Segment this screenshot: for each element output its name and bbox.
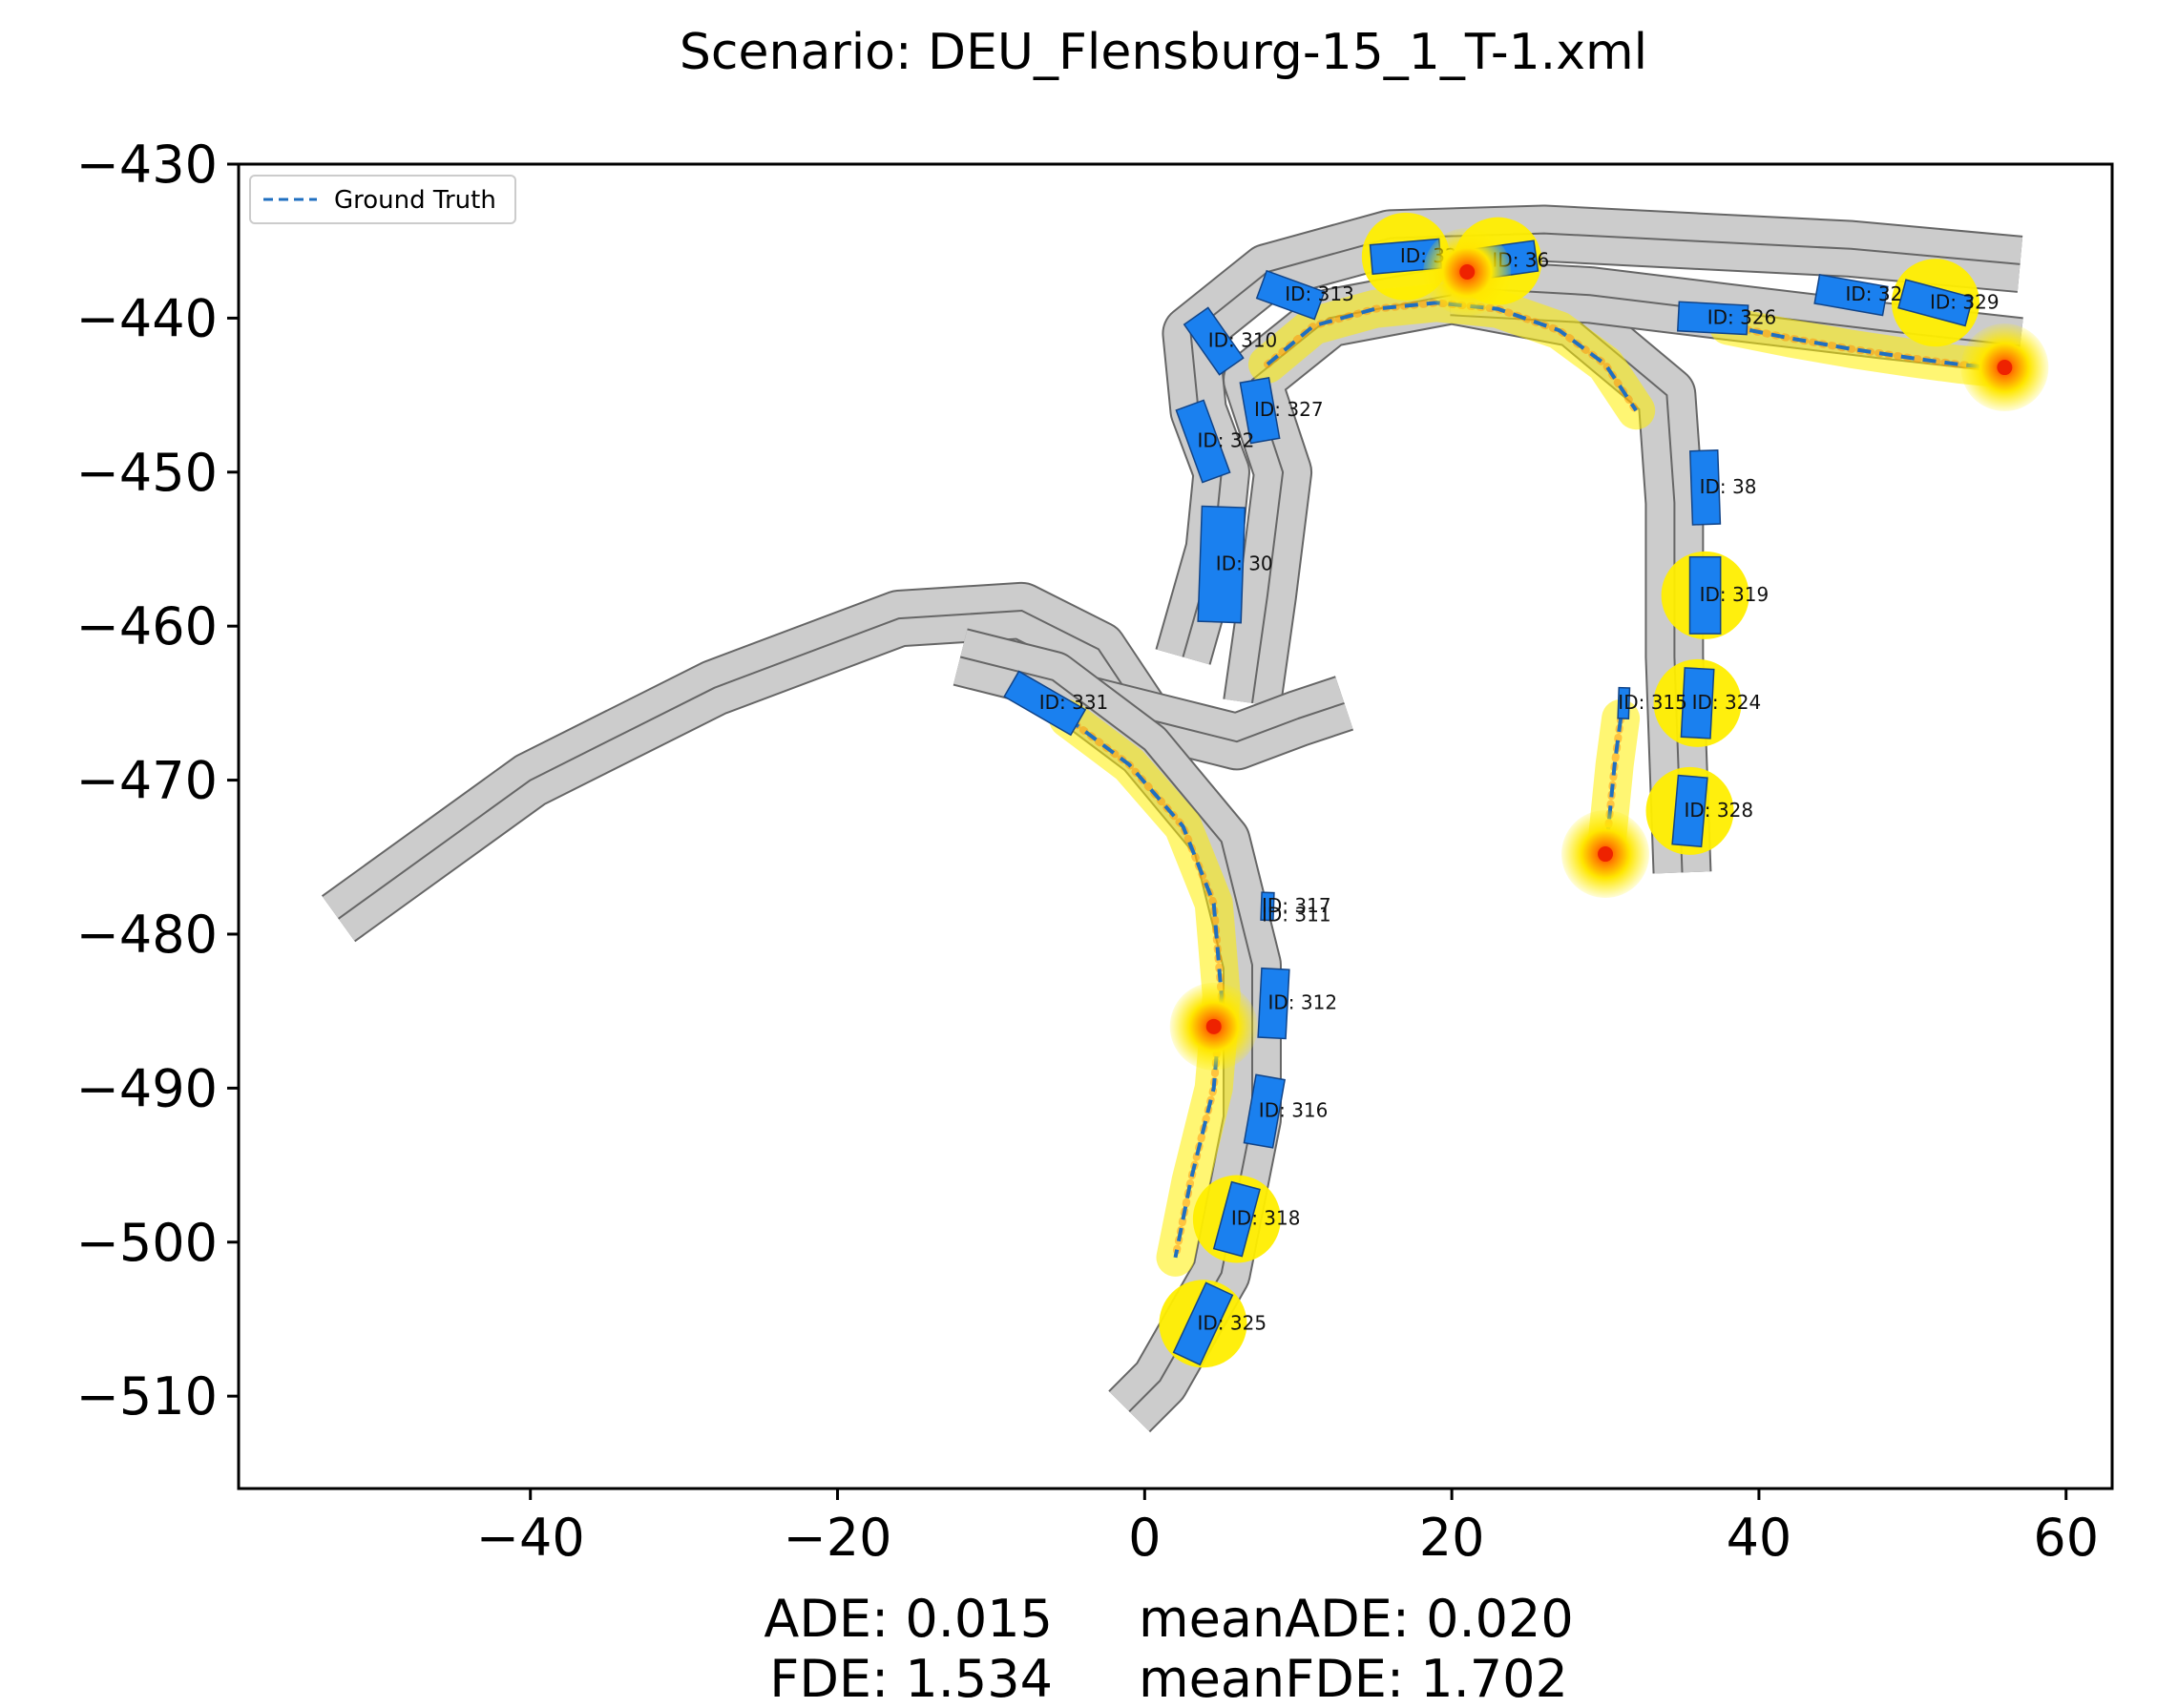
road-centerline-r1 (338, 610, 1146, 920)
vehicle-label: ID: 327 (1254, 398, 1324, 421)
vehicle: ID: 30 (1197, 505, 1273, 624)
vehicle: ID: 324 (1680, 667, 1762, 739)
y-tick-label: −430 (76, 135, 218, 195)
vehicle: ID: 312 (1257, 967, 1338, 1040)
vehicle-body (1680, 667, 1715, 739)
vehicle-label: ID: 316 (1259, 1099, 1329, 1122)
vehicle-label: ID: 328 (1685, 799, 1754, 822)
vehicle: ID: 328 (1671, 774, 1754, 848)
vehicle-body (1689, 449, 1722, 526)
x-tick-label: 20 (1419, 1508, 1485, 1568)
ground-truth-layer (1066, 301, 2005, 1259)
vehicle-label: ID: 331 (1039, 691, 1109, 714)
vehicle-label: ID: 326 (1707, 305, 1777, 328)
metric-mean-ade: meanADE: 0.020 (1139, 1589, 1574, 1649)
ground-truth-line (1728, 323, 2005, 371)
y-tick-label: −500 (76, 1213, 218, 1273)
chart-title: Scenario: DEU_Flensburg-15_1_T-1.xml (680, 24, 1647, 81)
vehicle-label: ID: 317 (1262, 894, 1331, 917)
metric-fde: FDE: 1.534 (769, 1649, 1053, 1708)
vehicle: ID: 315 (1617, 686, 1687, 719)
metric-mean-fde: meanFDE: 1.702 (1139, 1649, 1568, 1708)
vehicle-body (1671, 774, 1708, 848)
ground-truth-line (1266, 301, 1638, 412)
vehicle-label: ID: 313 (1285, 282, 1354, 305)
metrics: ADE: 0.015 meanADE: 0.020 FDE: 1.534 mea… (764, 1589, 1573, 1708)
metric-ade: ADE: 0.015 (764, 1589, 1053, 1649)
vehicle-label: ID: 38 (1700, 475, 1757, 498)
vehicle-label: ID: 30 (1216, 552, 1273, 575)
vehicle-body (1260, 891, 1275, 922)
endpoints-layer (1169, 227, 2049, 1071)
vehicle-body (1197, 505, 1246, 624)
y-tick-label: −460 (76, 596, 218, 656)
vehicle: ID: 38 (1689, 449, 1757, 526)
vehicle: ID: 32 (1175, 399, 1255, 484)
vehicle-body (1617, 686, 1631, 719)
y-tick-label: −450 (76, 443, 218, 503)
vehicle-body (1688, 555, 1722, 635)
vehicle: ID: 329 (1897, 279, 2000, 327)
vehicle-label: ID: 312 (1268, 991, 1338, 1014)
y-tick-label: −490 (76, 1058, 218, 1118)
vehicle-body (1243, 1073, 1287, 1149)
vehicle: ID: 317 (1260, 891, 1331, 922)
vehicle-body (1239, 376, 1281, 445)
x-tick-label: −20 (784, 1508, 892, 1568)
vehicle-body (1212, 1180, 1261, 1258)
vehicle-body (1257, 967, 1290, 1040)
y-tick-label: −470 (76, 751, 218, 811)
x-tick-label: 0 (1128, 1508, 1161, 1568)
vehicle: ID: 318 (1212, 1180, 1301, 1258)
vehicle-label: ID: 325 (1198, 1311, 1267, 1334)
vehicle: ID: 313 (1255, 269, 1354, 321)
vehicle-body (1172, 1281, 1234, 1366)
legend-label-ground-truth: Ground Truth (334, 186, 496, 215)
vehicle-label: ID: 329 (1930, 290, 2000, 313)
x-tick-label: −40 (476, 1508, 585, 1568)
y-tick-label: −440 (76, 288, 218, 348)
legend: Ground Truth (249, 175, 516, 224)
vehicle-body (1813, 273, 1889, 317)
vehicle: ID: 325 (1172, 1281, 1267, 1366)
vehicle-label: ID: 311 (1262, 904, 1331, 927)
vehicle-body (1897, 279, 1974, 327)
vehicle-body (1676, 301, 1749, 336)
vehicle: ID: 331 (1003, 670, 1109, 737)
vehicle-label: ID: 324 (1692, 691, 1762, 714)
vehicle-label: ID: 319 (1700, 583, 1770, 606)
vehicle: ID: 326 (1676, 301, 1777, 336)
ground-truth-line (1066, 717, 1224, 1259)
x-tick-label: 60 (2033, 1508, 2099, 1568)
vehicle: ID: 311 (1262, 904, 1331, 927)
y-tick-label: −510 (76, 1366, 218, 1427)
endpoint-marker (1459, 263, 1476, 280)
x-axis: −40 −20 0 20 40 60 (476, 1489, 2099, 1568)
vehicle: ID: 310 (1183, 306, 1278, 376)
vehicle: ID: 319 (1688, 555, 1770, 635)
y-tick-label: −480 (76, 905, 218, 965)
vehicle-body (1175, 399, 1231, 484)
vehicle: ID: 322 (1813, 273, 1915, 317)
vehicle-label: ID: 32 (1198, 429, 1255, 452)
vehicle-body (1183, 306, 1245, 376)
endpoint-marker (1205, 1018, 1222, 1034)
vehicle-body (1255, 269, 1326, 321)
vehicle-label: ID: 318 (1231, 1207, 1301, 1230)
plot-frame (237, 162, 2114, 1490)
endpoint-marker (1598, 846, 1614, 863)
y-axis: −430 −440 −450 −460 −470 −480 −490 −500 −510 (76, 135, 239, 1427)
vehicle-body (1003, 670, 1087, 737)
vehicle-label: ID: 315 (1618, 691, 1687, 714)
vehicle: ID: 316 (1243, 1073, 1329, 1149)
legend-box (249, 175, 516, 224)
x-tick-label: 40 (1727, 1508, 1792, 1568)
vehicle: ID: 327 (1239, 376, 1324, 445)
vehicle-label: ID: 310 (1208, 329, 1278, 352)
endpoint-marker (1997, 360, 2013, 376)
